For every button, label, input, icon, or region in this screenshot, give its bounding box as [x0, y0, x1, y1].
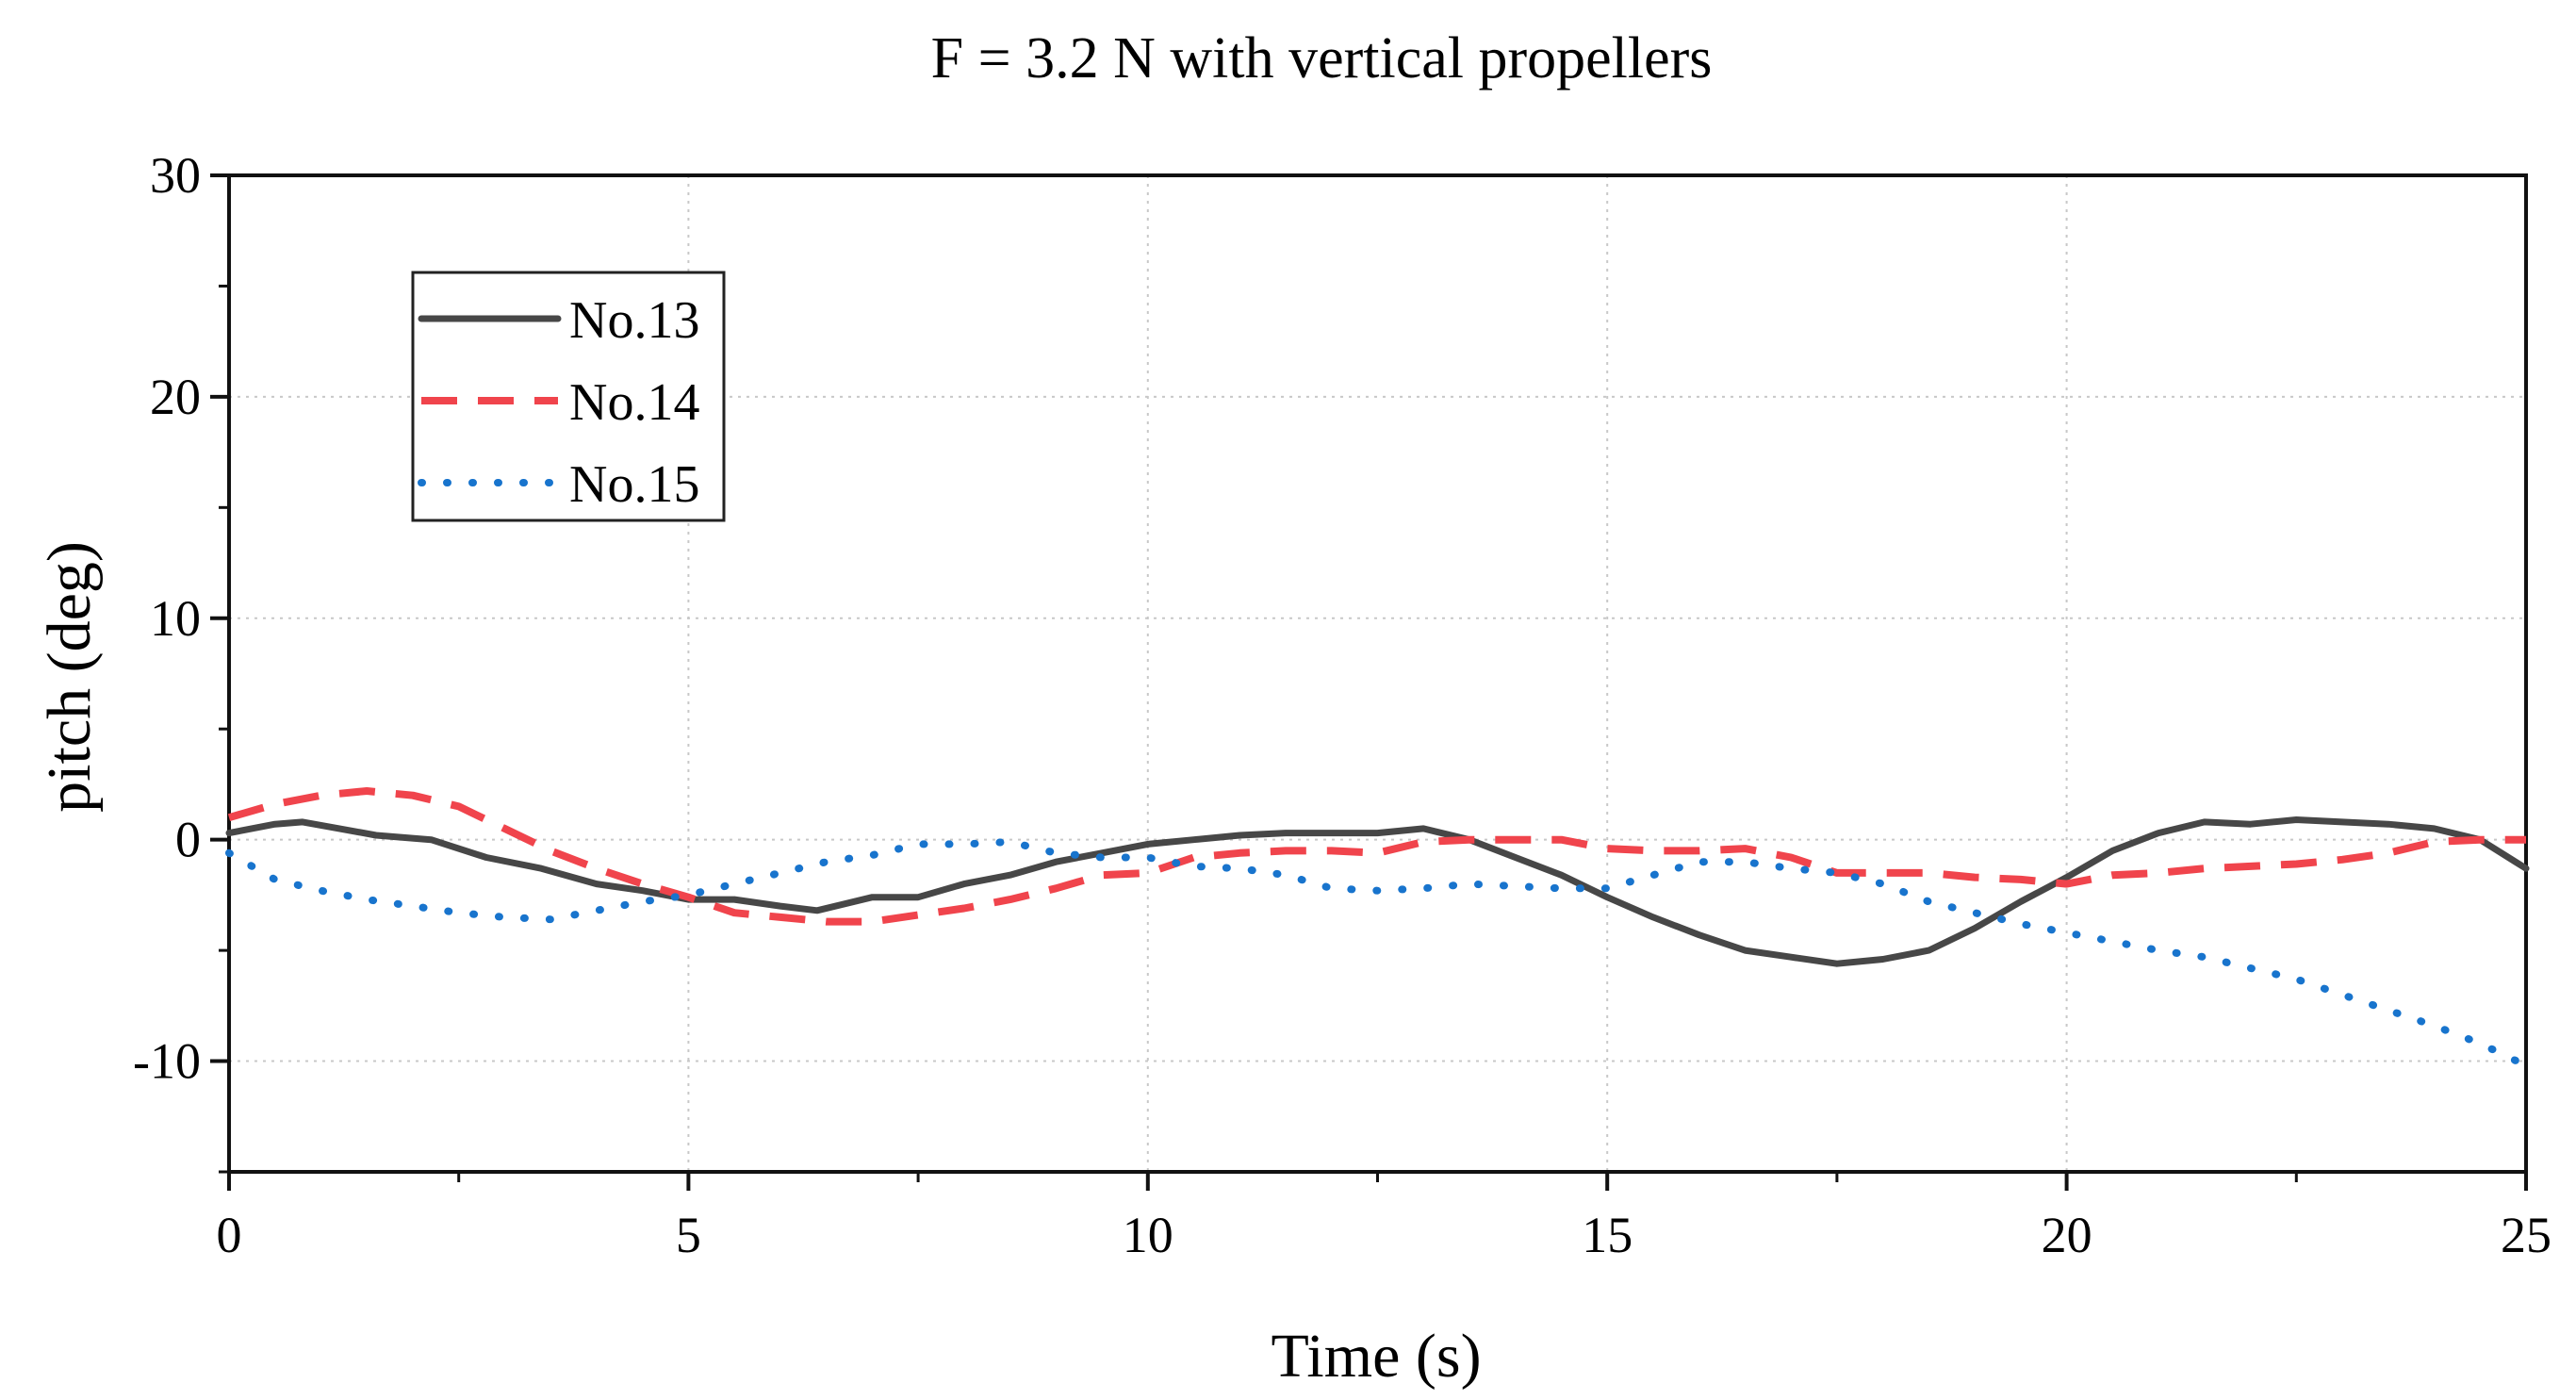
- x-tick-label: 20: [2042, 1207, 2092, 1263]
- legend: No.13 No.14 No.15: [411, 271, 726, 522]
- x-axis-label: Time (s): [1271, 1322, 1481, 1391]
- x-tick-label: 15: [1582, 1207, 1633, 1263]
- y-axis-label: pitch (deg): [35, 541, 104, 813]
- y-tick-label: 0: [175, 812, 201, 868]
- y-tick-label: 10: [150, 590, 201, 647]
- tick-labels: 0 5 10 15 20 25 -10 0 10 20 30: [133, 147, 2551, 1263]
- series-line-no-13: [225, 816, 2530, 967]
- data-series: [225, 787, 2530, 1070]
- series-line-no-14: [227, 787, 2526, 926]
- y-tick-label: -10: [133, 1033, 201, 1090]
- x-tick-label: 10: [1123, 1207, 1173, 1263]
- legend-label: No.15: [569, 455, 699, 514]
- legend-label: No.14: [569, 373, 699, 432]
- legend-label: No.13: [569, 291, 699, 350]
- series-line-no-15: [225, 838, 2530, 1070]
- x-tick-label: 0: [217, 1207, 242, 1263]
- y-tick-label: 30: [150, 147, 201, 204]
- chart-title: F = 3.2 N with vertical propellers: [931, 26, 1713, 91]
- y-tick-label: 20: [150, 369, 201, 425]
- x-tick-label: 25: [2501, 1207, 2551, 1263]
- axis-ticks: [210, 173, 2528, 1191]
- x-tick-label: 5: [676, 1207, 701, 1263]
- legend-box: [411, 271, 726, 522]
